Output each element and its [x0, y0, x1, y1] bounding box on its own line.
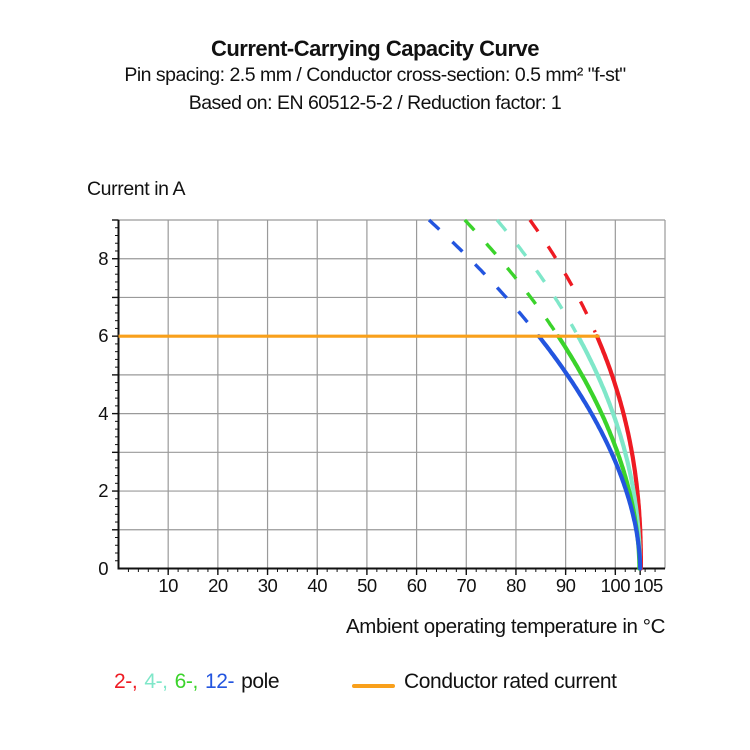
- x-tick-label-105: 105: [633, 575, 663, 596]
- rated-current-line-swatch: [352, 684, 395, 688]
- curve-12-pole: [536, 334, 643, 571]
- curve-dashed-2-pole: [528, 218, 597, 333]
- chart-subtitle-1: Pin spacing: 2.5 mm / Conductor cross-se…: [124, 64, 626, 86]
- x-tick-label-10: 10: [158, 575, 178, 596]
- x-tick-label-90: 90: [555, 575, 576, 596]
- pole-legend-segment: pole: [241, 670, 280, 693]
- pole-legend-segment: 4-,: [144, 670, 168, 693]
- x-tick-label-60: 60: [406, 575, 427, 596]
- chart-title: Current-Carrying Capacity Curve: [210, 36, 540, 61]
- x-tick-label-70: 70: [456, 575, 477, 596]
- y-tick-label-4: 4: [98, 402, 108, 424]
- y-tick-label-2: 2: [98, 480, 108, 502]
- x-tick-label-20: 20: [208, 575, 228, 596]
- y-axis-title: Current in A: [87, 178, 186, 200]
- rated-current-label: Conductor rated current: [404, 670, 617, 693]
- x-tick-label-30: 30: [257, 575, 278, 596]
- chart-subtitle-2: Based on: EN 60512-5-2 / Reduction facto…: [188, 92, 562, 114]
- x-tick-label-100: 100: [600, 575, 631, 596]
- pole-legend-segment: 2-,: [114, 670, 138, 693]
- pole-count-legend: 2-, 4-, 6-, 12- pole: [114, 670, 286, 694]
- curve-dashed-4-pole: [495, 218, 578, 334]
- x-tick-label-40: 40: [307, 575, 327, 596]
- y-tick-label-8: 8: [98, 247, 108, 269]
- pole-legend-segment: 6-,: [174, 670, 199, 693]
- pole-legend-segment: 12-: [204, 670, 235, 693]
- x-axis-title: Ambient operating temperature in °C: [346, 615, 665, 638]
- x-tick-label-50: 50: [357, 575, 377, 596]
- y-tick-label-6: 6: [98, 325, 108, 347]
- curve-dashed-6-pole: [463, 218, 558, 334]
- curve-dashed-12-pole: [427, 218, 538, 334]
- x-tick-label-80: 80: [506, 575, 526, 596]
- y-tick-label-0: 0: [98, 557, 108, 579]
